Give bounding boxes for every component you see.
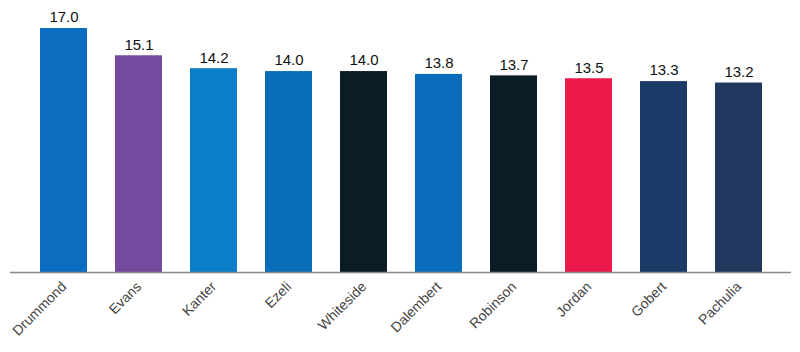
svg-text:14.2: 14.2 xyxy=(199,48,228,65)
svg-text:Whiteside: Whiteside xyxy=(315,278,370,333)
svg-text:14.0: 14.0 xyxy=(274,51,303,68)
svg-text:Dalembert: Dalembert xyxy=(387,278,444,335)
svg-text:Pachulia: Pachulia xyxy=(695,278,744,327)
svg-text:Ezeli: Ezeli xyxy=(262,278,295,311)
svg-text:14.0: 14.0 xyxy=(349,51,378,68)
svg-text:Evans: Evans xyxy=(105,278,144,317)
svg-text:Gobert: Gobert xyxy=(628,278,670,320)
svg-text:Robinson: Robinson xyxy=(466,278,519,331)
svg-text:13.7: 13.7 xyxy=(499,56,528,73)
svg-text:13.3: 13.3 xyxy=(649,61,678,78)
svg-text:Kanter: Kanter xyxy=(179,278,220,319)
svg-text:Drummond: Drummond xyxy=(9,278,69,338)
svg-text:13.5: 13.5 xyxy=(574,59,603,76)
svg-text:17.0: 17.0 xyxy=(49,8,78,25)
svg-text:13.8: 13.8 xyxy=(424,54,453,71)
svg-text:15.1: 15.1 xyxy=(124,36,153,53)
svg-text:13.2: 13.2 xyxy=(724,63,753,80)
svg-text:Jordan: Jordan xyxy=(553,278,595,320)
